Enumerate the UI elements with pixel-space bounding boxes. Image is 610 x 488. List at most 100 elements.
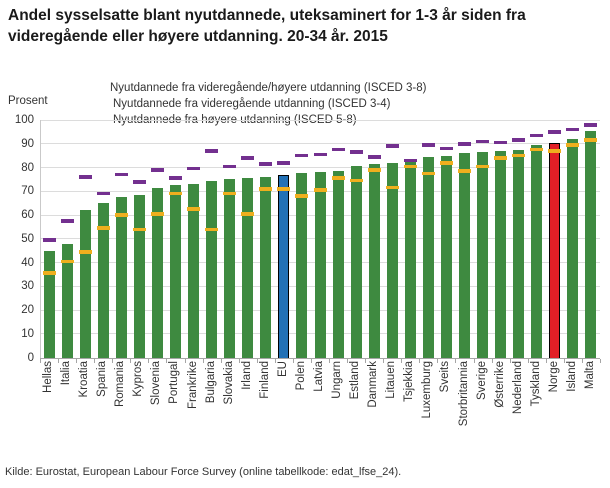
tertiary-dash-spania[interactable] <box>96 191 110 196</box>
upper-secondary-dash-finland[interactable] <box>259 187 273 191</box>
x-axis-label-danmark: Danmark <box>367 361 380 408</box>
upper-secondary-dash-norge[interactable] <box>548 149 562 153</box>
upper-secondary-dash-ungarn[interactable] <box>331 176 345 180</box>
bar-norge[interactable] <box>549 142 561 358</box>
tertiary-dash-polen[interactable] <box>295 153 309 158</box>
upper-secondary-dash-eu[interactable] <box>277 187 291 191</box>
bar-tsjekkia[interactable] <box>404 161 416 358</box>
tertiary-dash-italia[interactable] <box>60 219 74 223</box>
tertiary-dash-norge[interactable] <box>548 130 562 134</box>
upper-secondary-dash-litauen[interactable] <box>385 185 399 190</box>
upper-secondary-dash-tsjekkia[interactable] <box>403 164 417 169</box>
tertiary-dash-portugal[interactable] <box>168 176 182 180</box>
bar-sveits[interactable] <box>440 155 452 358</box>
bar-ungarn[interactable] <box>332 171 344 358</box>
x-axis-label-frankrike: Frankrike <box>186 361 199 409</box>
bar-portugal[interactable] <box>169 185 181 358</box>
bar-malta[interactable] <box>585 130 597 358</box>
bar-spania[interactable] <box>97 203 109 358</box>
x-axis-tick <box>365 358 367 363</box>
bar-danmark[interactable] <box>368 163 380 358</box>
tertiary-dash-kroatia[interactable] <box>78 175 92 179</box>
bar-litauen[interactable] <box>386 162 398 358</box>
tertiary-dash-sverige[interactable] <box>476 139 490 144</box>
bar-irland[interactable] <box>242 178 254 358</box>
bar-tyskland[interactable] <box>531 144 543 358</box>
upper-secondary-dash-sverige[interactable] <box>476 164 490 169</box>
tertiary-dash-tsjekkia[interactable] <box>403 158 417 163</box>
upper-secondary-dash-romania[interactable] <box>114 213 128 217</box>
upper-secondary-dash-estland[interactable] <box>349 178 363 183</box>
upper-secondary-dash-tyskland[interactable] <box>530 147 544 152</box>
tertiary-dash-island[interactable] <box>566 127 580 132</box>
bar-slovenia[interactable] <box>151 187 163 358</box>
upper-secondary-dash-polen[interactable] <box>295 194 309 198</box>
upper-secondary-dash-hellas[interactable] <box>42 271 56 275</box>
tertiary-dash-estland[interactable] <box>349 150 363 154</box>
x-axis-label-kypros: Kypros <box>132 361 145 397</box>
bar-kroatia[interactable] <box>79 210 91 358</box>
upper-secondary-dash-island[interactable] <box>566 143 580 147</box>
upper-secondary-dash-spania[interactable] <box>96 226 110 230</box>
tertiary-dash-storbritannia[interactable] <box>458 142 472 146</box>
tertiary-dash-irland[interactable] <box>241 156 255 160</box>
bar-estland[interactable] <box>350 166 362 358</box>
bar-nederland[interactable] <box>513 149 525 358</box>
x-axis-tick <box>347 358 349 363</box>
bar-sverige[interactable] <box>477 152 489 358</box>
upper-secondary-dash-slovenia[interactable] <box>150 212 164 216</box>
tertiary-dash-bulgaria[interactable] <box>205 149 219 153</box>
upper-secondary-dash-italia[interactable] <box>60 259 74 264</box>
tertiary-dash-luxemburg[interactable] <box>421 143 435 147</box>
tertiary-dash-østerrike[interactable] <box>494 140 508 145</box>
bar-latvia[interactable] <box>314 172 326 358</box>
tertiary-dash-kypros[interactable] <box>132 180 146 184</box>
upper-secondary-dash-portugal[interactable] <box>168 191 182 196</box>
bar-eu[interactable] <box>278 174 290 358</box>
tertiary-dash-ungarn[interactable] <box>331 147 345 152</box>
upper-secondary-dash-slovakia[interactable] <box>223 191 237 196</box>
bar-hellas[interactable] <box>43 250 55 358</box>
upper-secondary-dash-latvia[interactable] <box>313 188 327 192</box>
tertiary-dash-malta[interactable] <box>584 123 598 127</box>
bar-finland[interactable] <box>260 177 272 358</box>
tertiary-dash-romania[interactable] <box>114 172 128 177</box>
bar-frankrike[interactable] <box>188 184 200 358</box>
bar-italia[interactable] <box>61 243 73 358</box>
bar-kypros[interactable] <box>133 194 145 358</box>
upper-secondary-dash-nederland[interactable] <box>512 153 526 158</box>
bar-island[interactable] <box>567 139 579 358</box>
tertiary-dash-finland[interactable] <box>259 162 273 166</box>
tertiary-dash-litauen[interactable] <box>385 144 399 148</box>
bar-storbritannia[interactable] <box>459 153 471 358</box>
tertiary-dash-nederland[interactable] <box>512 138 526 142</box>
upper-secondary-dash-danmark[interactable] <box>367 168 381 172</box>
tertiary-dash-eu[interactable] <box>277 161 291 165</box>
bar-romania[interactable] <box>115 197 127 358</box>
tertiary-dash-latvia[interactable] <box>313 152 327 157</box>
bar-luxemburg[interactable] <box>422 156 434 358</box>
upper-secondary-dash-kypros[interactable] <box>132 227 146 231</box>
tertiary-dash-slovakia[interactable] <box>223 164 237 169</box>
upper-secondary-dash-malta[interactable] <box>584 138 598 142</box>
legend-item-isced-3-8[interactable]: Nyutdannede fra videregående/høyere utda… <box>96 80 426 96</box>
bar-slovakia[interactable] <box>224 179 236 358</box>
bar-polen[interactable] <box>296 173 308 358</box>
upper-secondary-dash-kroatia[interactable] <box>78 250 92 254</box>
upper-secondary-dash-sveits[interactable] <box>439 161 453 165</box>
tertiary-dash-sveits[interactable] <box>439 146 453 151</box>
upper-secondary-dash-storbritannia[interactable] <box>458 169 472 173</box>
legend-item-isced-3-4[interactable]: Nyutdannede fra videregående utdanning (… <box>96 96 426 112</box>
tertiary-dash-hellas[interactable] <box>42 238 56 242</box>
bar-østerrike[interactable] <box>495 150 507 358</box>
upper-secondary-dash-frankrike[interactable] <box>187 207 201 211</box>
upper-secondary-dash-luxemburg[interactable] <box>421 171 435 176</box>
tertiary-dash-frankrike[interactable] <box>187 166 201 171</box>
upper-secondary-dash-bulgaria[interactable] <box>205 227 219 231</box>
upper-secondary-dash-østerrike[interactable] <box>494 156 508 160</box>
tertiary-dash-danmark[interactable] <box>367 155 381 159</box>
upper-secondary-dash-irland[interactable] <box>241 212 255 216</box>
tertiary-dash-slovenia[interactable] <box>150 168 164 172</box>
bar-bulgaria[interactable] <box>206 180 218 358</box>
tertiary-dash-tyskland[interactable] <box>530 133 544 138</box>
